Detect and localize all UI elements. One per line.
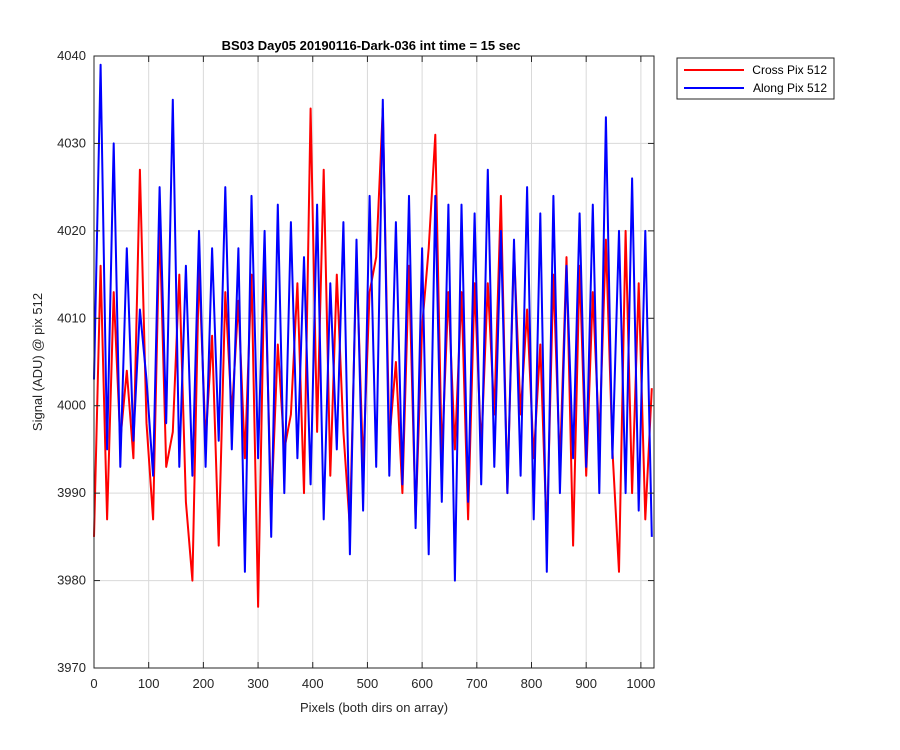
legend-box xyxy=(676,57,835,100)
y-tick-label: 4030 xyxy=(57,135,86,150)
plot-area: 0 100 200 300 400 500 600 700 800 900 1000 3970 3980… xyxy=(57,48,655,691)
legend: Cross Pix 512 Along Pix 512 xyxy=(676,57,835,100)
x-tick-label: 900 xyxy=(575,676,597,691)
x-tick-label: 1000 xyxy=(626,676,655,691)
x-tick-label: 700 xyxy=(466,676,488,691)
y-tick-label: 3980 xyxy=(57,573,86,588)
y-tick-label: 4040 xyxy=(57,48,86,63)
y-tick-label: 4020 xyxy=(57,223,86,238)
x-tick-label: 100 xyxy=(138,676,160,691)
legend-label-along: Along Pix 512 xyxy=(753,81,827,95)
x-tick-label: 800 xyxy=(521,676,543,691)
axes-frame xyxy=(93,55,655,669)
y-tick-label: 3970 xyxy=(57,660,86,675)
y-tick-label: 4000 xyxy=(57,398,86,413)
x-tick-label: 0 xyxy=(90,676,97,691)
chart-title: BS03 Day05 20190116-Dark-036 int time = … xyxy=(222,38,521,53)
x-tick-label: 600 xyxy=(411,676,433,691)
y-tick-label: 4010 xyxy=(57,310,86,325)
x-tick-label: 300 xyxy=(247,676,269,691)
series-line-along-pix-512 xyxy=(93,63,653,582)
y-tick-label: 3990 xyxy=(57,485,86,500)
y-axis-label: Signal (ADU) @ pix 512 xyxy=(30,293,45,431)
x-tick-label: 500 xyxy=(357,676,379,691)
series-group xyxy=(93,63,653,608)
legend-label-cross: Cross Pix 512 xyxy=(752,63,827,77)
x-tick-label: 200 xyxy=(193,676,215,691)
x-tick-label: 400 xyxy=(302,676,324,691)
axis-ticks: 0 100 200 300 400 500 600 700 800 900 1000 3970 3980… xyxy=(57,48,655,691)
x-axis-label: Pixels (both dirs on array) xyxy=(300,700,448,715)
